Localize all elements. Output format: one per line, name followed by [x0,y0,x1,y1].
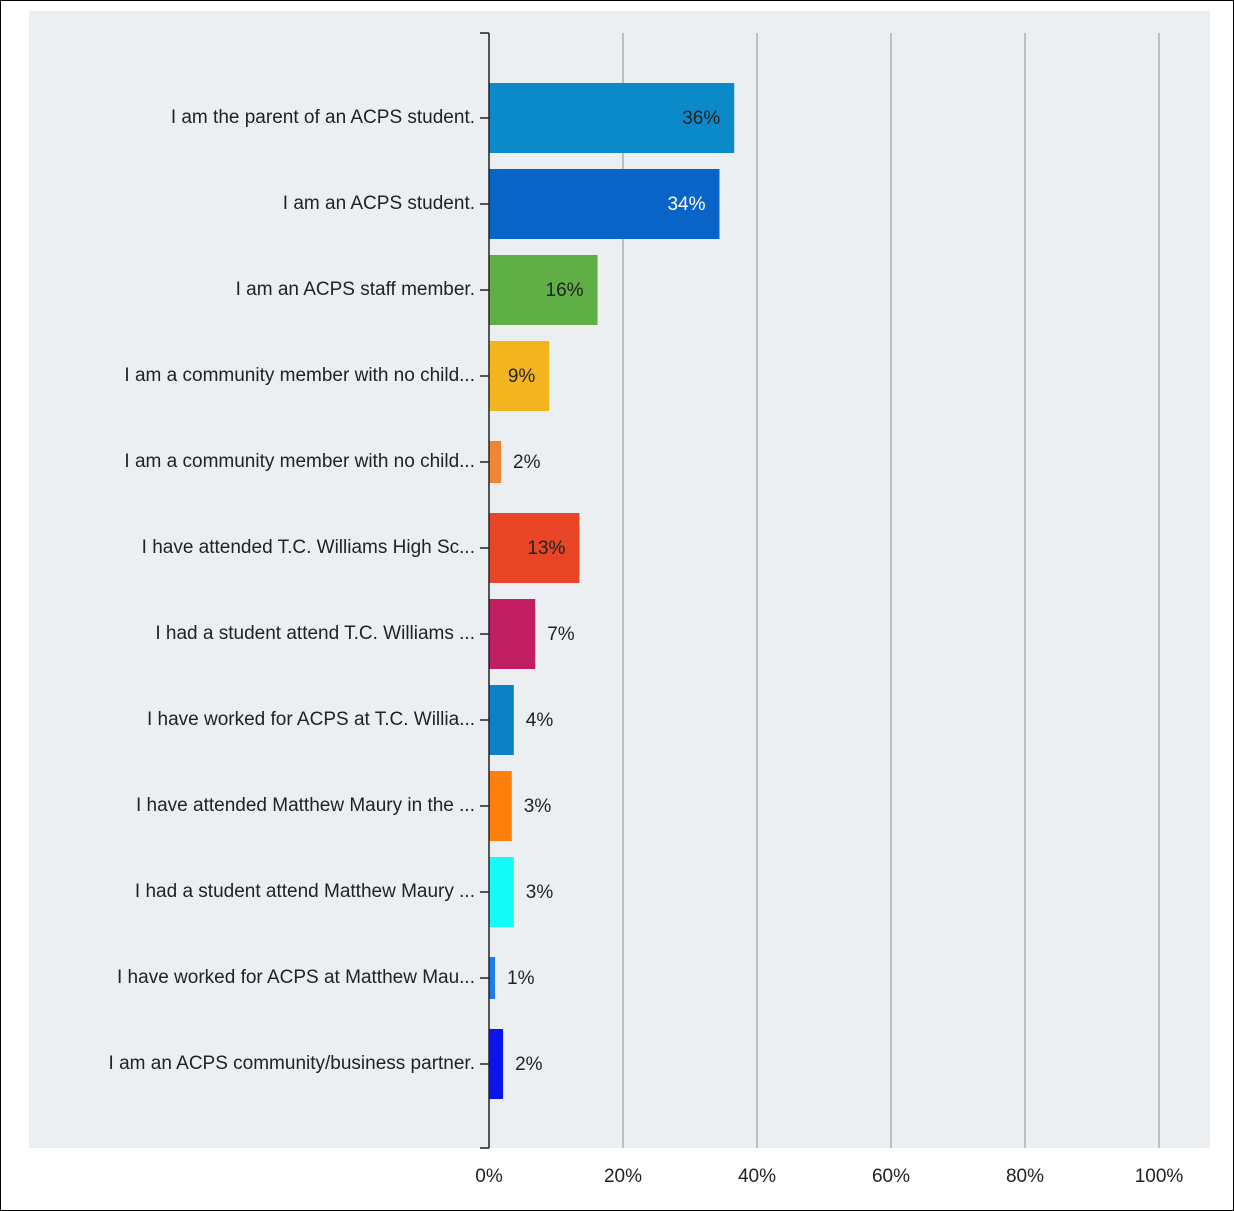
category-label-1: I am the parent of an ACPS student. [171,107,475,128]
category-label-5: I am a community member with no child... [124,451,475,472]
value-label-11: 1% [507,968,535,989]
category-label-6: I have attended T.C. Williams High Sc... [142,537,475,558]
value-label-9: 3% [524,796,552,817]
bar-9 [489,771,512,841]
value-label-10: 3% [526,882,554,903]
value-label-4: 9% [508,366,536,387]
x-tick-label-80: 80% [1006,1166,1044,1187]
bar-10 [489,857,514,927]
x-tick-label-0: 0% [475,1166,503,1187]
category-label-12: I am an ACPS community/business partner. [109,1053,475,1074]
bar-3 [489,255,598,325]
value-label-7: 7% [547,624,575,645]
category-label-10: I had a student attend Matthew Maury ... [135,881,475,902]
category-label-3: I am an ACPS staff member. [236,279,475,300]
value-label-3: 16% [546,280,584,301]
value-label-6: 13% [527,538,565,559]
bar-5 [489,441,502,483]
bar-6 [489,513,580,583]
x-tick-label-40: 40% [738,1166,776,1187]
bar-12 [489,1029,504,1099]
value-label-5: 2% [513,452,541,473]
bar-2 [489,169,720,239]
bar-11 [489,957,496,999]
value-label-12: 2% [515,1054,543,1075]
bar-8 [489,685,514,755]
category-label-8: I have worked for ACPS at T.C. Willia... [147,709,475,730]
category-label-4: I am a community member with no child... [124,365,475,386]
value-label-1: 36% [682,108,720,129]
bar-4 [489,341,550,411]
category-label-7: I had a student attend T.C. Williams ... [155,623,475,644]
x-tick-label-20: 20% [604,1166,642,1187]
value-label-8: 4% [526,710,554,731]
value-label-2: 34% [667,194,705,215]
x-tick-label-60: 60% [872,1166,910,1187]
category-label-2: I am an ACPS student. [283,193,475,214]
category-label-11: I have worked for ACPS at Matthew Mau... [117,967,475,988]
category-label-9: I have attended Matthew Maury in the ... [136,795,475,816]
bar-1 [489,83,735,153]
bar-7 [489,599,536,669]
x-tick-label-100: 100% [1135,1166,1184,1187]
